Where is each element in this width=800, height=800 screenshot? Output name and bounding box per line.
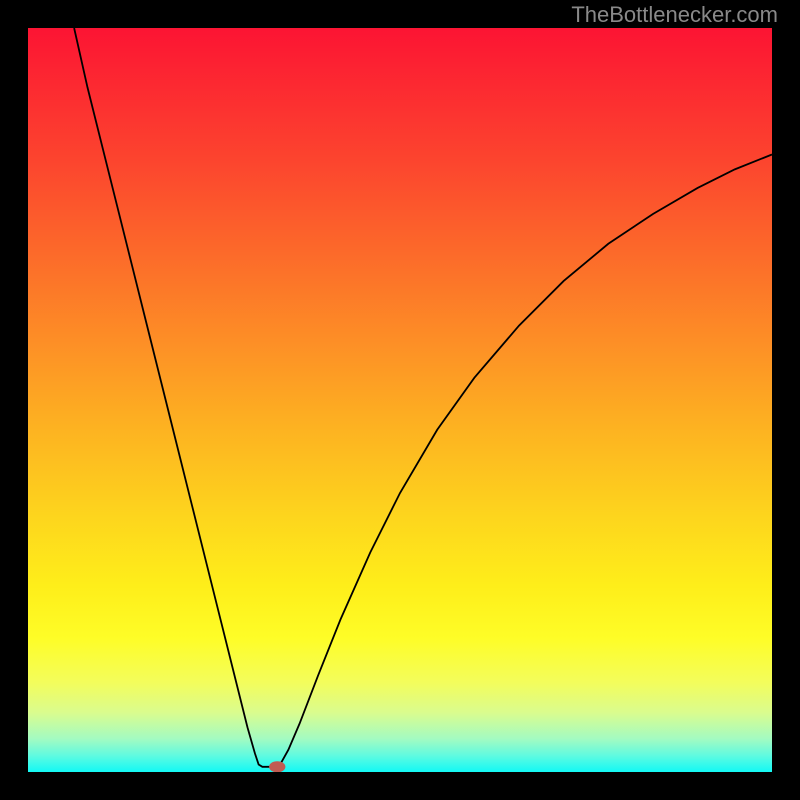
cusp-marker: [269, 761, 285, 772]
chart-svg: [28, 28, 772, 772]
watermark-text: TheBottlenecker.com: [571, 2, 778, 28]
bottleneck-chart: [28, 28, 772, 772]
chart-background: [28, 28, 772, 772]
